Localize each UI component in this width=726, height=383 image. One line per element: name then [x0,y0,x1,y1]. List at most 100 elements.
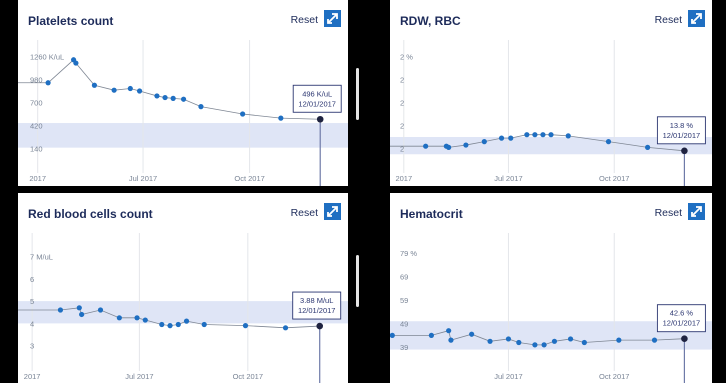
data-point [198,104,204,110]
data-point [142,317,148,323]
data-point [498,135,505,141]
x-tick-label: Oct 2017 [599,372,629,381]
selected-data-point [316,115,324,123]
data-point [448,337,454,343]
data-point [567,336,574,342]
tooltip-box [656,116,706,145]
data-point [505,336,512,342]
tooltip-value: 13.8 % [670,121,694,130]
y-tick-label: 2 [400,145,404,154]
data-point [242,323,249,329]
data-point [159,321,165,328]
data-point [154,93,160,99]
tooltip-value: 42.6 % [670,309,694,318]
data-point [136,88,143,94]
data-point [481,139,487,145]
y-tick-label: 59 [400,296,408,305]
data-point [278,115,284,121]
reset-button[interactable]: Reset [654,207,682,219]
expand-icon[interactable] [688,10,705,27]
data-point [282,325,289,331]
data-point [532,132,538,138]
series-line [392,330,685,346]
data-point [240,111,246,117]
data-point [175,321,181,328]
red-blood-cells-count-panel: Red blood cells count Reset 2017 Jul 2017… [18,193,348,383]
x-tick-label: 2017 [29,174,46,183]
data-point [516,339,522,346]
tooltip-date: 12/01/2017 [663,131,701,140]
normal-range-band [18,301,348,324]
x-tick-label: 2017 [395,174,412,183]
data-point [127,85,133,92]
rdw-rbc-chart: 2017 Jul 2017 Oct 2017 2 2 2 2 2 % 13.8 %12/01/2… [390,40,712,186]
reset-button[interactable]: Reset [290,207,318,219]
normal-range-band [18,123,348,148]
selected-data-point [681,147,688,155]
data-point [548,132,554,138]
y-tick-label: 980 [30,76,43,85]
data-point [565,133,571,139]
panel-title: RDW, RBC [400,14,461,28]
data-point [651,337,658,343]
red-blood-cells-count-chart: 2017 Jul 2017 Oct 2017 3 4 5 6 7 M/uL 3.88 M/uL1… [18,233,348,383]
y-tick-label: 2 [400,76,404,85]
data-point [446,144,452,150]
x-tick-label: Jul 2017 [129,174,157,183]
x-tick-label: Oct 2017 [599,174,629,183]
data-point [91,82,98,88]
data-point [428,332,434,338]
y-tick-label: 4 [30,319,34,328]
x-tick-label: Jul 2017 [494,174,522,183]
data-point [605,139,612,145]
tooltip-box [292,291,342,320]
data-point [116,315,122,321]
data-point [532,342,538,348]
series-line [47,59,321,120]
rdw-rbc-panel: RDW, RBC Reset 2017 Jul 2017 Oct 2017 2 2 2 2 2… [390,0,712,186]
y-tick-label: 3 [30,342,34,351]
data-point [390,332,395,338]
expand-icon[interactable] [324,203,341,220]
reset-button[interactable]: Reset [290,14,318,26]
data-point [551,338,558,344]
data-point [134,315,140,321]
data-point [97,307,104,313]
data-point [487,338,493,344]
expand-icon[interactable] [324,10,341,27]
selected-data-point [681,335,688,343]
data-point [616,337,622,343]
tooltip-box [656,304,706,333]
y-tick-label: 79 % [400,249,417,258]
data-point [645,144,651,150]
data-point [76,305,82,311]
data-point [57,307,64,313]
data-point [162,94,168,101]
reset-button[interactable]: Reset [654,14,682,26]
tooltip-value: 3.88 M/uL [300,296,333,305]
y-tick-label: 2 [400,99,404,108]
scrollbar-handle[interactable] [356,68,359,120]
hematocrit-chart: Jul 2017 Oct 2017 39 49 59 69 79 % 42.6 %12/01/… [390,233,712,383]
tooltip-value: 496 K/uL [302,89,332,98]
data-point [111,87,117,93]
data-point [183,318,190,324]
data-point [581,339,587,346]
tooltip-date: 12/01/2017 [298,306,336,315]
tooltip-box [292,84,342,113]
data-point [463,142,469,148]
data-point [541,342,547,348]
expand-icon[interactable] [688,203,705,220]
scrollbar-handle[interactable] [356,255,359,307]
normal-range-band [390,137,712,155]
y-tick-label: 700 [30,99,43,108]
data-point [73,60,79,66]
x-tick-label: 2017 [24,372,41,381]
panel-title: Hematocrit [400,207,463,221]
y-tick-label: 39 [400,343,408,352]
data-point [170,95,176,101]
y-tick-label: 7 M/uL [30,253,53,262]
data-point [79,311,85,318]
y-tick-label: 140 [30,145,43,154]
y-tick-label: 2 [400,122,404,131]
